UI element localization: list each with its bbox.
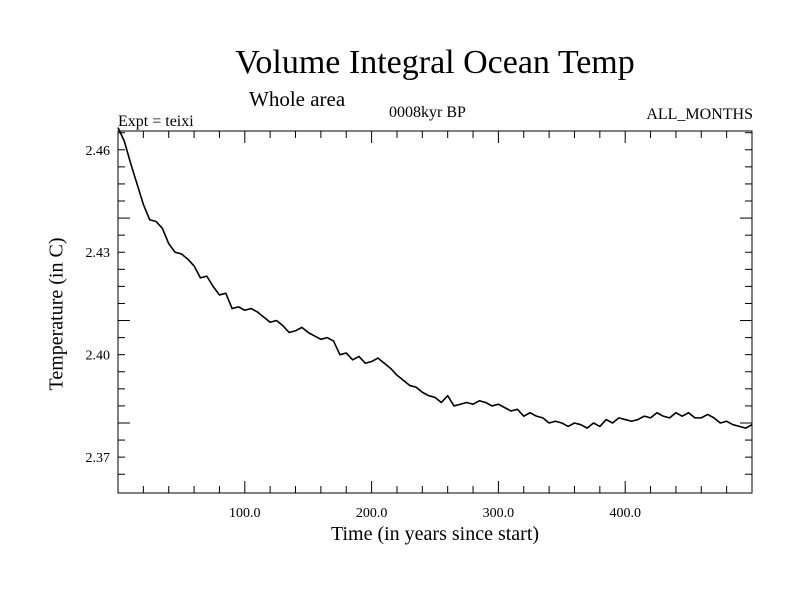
y-tick-label: 2.46	[86, 144, 111, 159]
series-line-temperature	[117, 127, 753, 429]
y-tick-label: 2.37	[86, 451, 111, 466]
y-tick-label: 2.43	[86, 246, 111, 261]
plot-frame	[117, 130, 753, 494]
experiment-label: Expt = teixi	[118, 113, 194, 130]
x-tick-label: 100.0	[229, 506, 261, 521]
chart-subtitle: Whole area	[249, 87, 346, 111]
period-label: 0008kyr BP	[389, 104, 466, 121]
x-tick-label: 200.0	[356, 506, 388, 521]
x-axis-label: Time (in years since start)	[330, 523, 540, 545]
x-tick-label: 300.0	[483, 506, 515, 521]
tick-group: 100.0 200.0 300.0 400.0 2.37 2.40 2.43 2.46	[86, 131, 752, 521]
y-tick-label: 2.40	[86, 349, 111, 364]
x-tick-label: 400.0	[609, 506, 641, 521]
months-label: ALL_MONTHS	[646, 106, 753, 123]
chart-title: Volume Integral Ocean Temp	[235, 44, 635, 81]
